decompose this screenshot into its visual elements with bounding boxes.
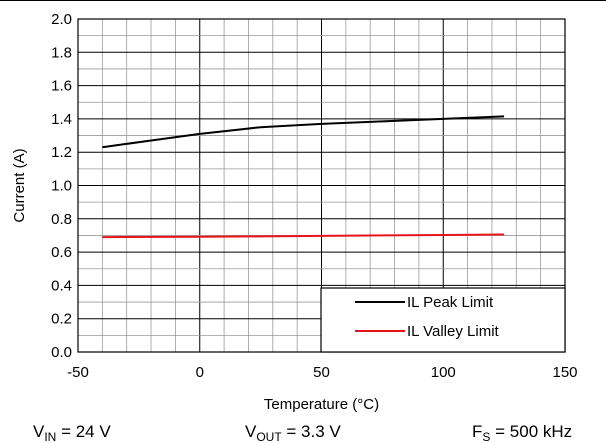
condition-fs: FS = 500 kHz [472, 422, 572, 443]
y-tick-label: 0.6 [51, 244, 72, 261]
series-line-il-valley-limit [102, 233, 505, 239]
y-tick-label: 1.4 [51, 111, 72, 128]
series-lines [102, 115, 505, 239]
y-tick-label: 0.8 [51, 211, 72, 228]
x-axis-title: Temperature (°C) [264, 396, 379, 413]
legend-label: IL Peak Limit [407, 294, 494, 311]
condition-vout: VOUT = 3.3 V [245, 422, 341, 443]
series-line-il-peak-limit [102, 115, 505, 149]
legend: IL Peak Limit IL Valley Limit [320, 287, 566, 353]
y-tick-label: 1.2 [51, 144, 72, 161]
legend-label: IL Valley Limit [407, 323, 500, 340]
condition-vin: VIN = 24 V [33, 422, 111, 443]
y-tick-label: 0.4 [51, 277, 72, 294]
y-tick-label: 2.0 [51, 11, 72, 28]
legend-box [320, 287, 566, 353]
x-tick-label: -50 [67, 364, 89, 381]
x-tick-label: 0 [196, 364, 204, 381]
y-axis-title: Current (A) [11, 148, 28, 222]
y-tick-label: 1.6 [51, 78, 72, 95]
x-tick-label: 100 [431, 364, 456, 381]
tick-labels: -50 0 50 100 150 0.0 0.2 0.4 0.6 0.8 1.0 1.2 1.4 1.6 1… [51, 11, 577, 381]
x-tick-label: 150 [552, 364, 577, 381]
y-tick-label: 0.0 [51, 344, 72, 361]
x-tick-label: 50 [313, 364, 330, 381]
y-tick-label: 1.0 [51, 178, 72, 195]
y-tick-label: 1.8 [51, 44, 72, 61]
y-tick-label: 0.2 [51, 311, 72, 328]
